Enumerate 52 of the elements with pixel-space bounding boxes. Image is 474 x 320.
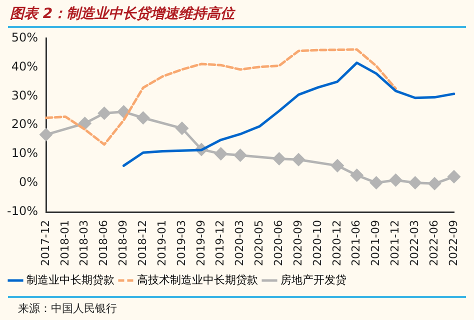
- point: [350, 168, 364, 182]
- x-tick-label: 2020-05: [252, 220, 266, 266]
- x-tick-label: 2020-06: [272, 220, 286, 266]
- x-tick-label: 2020-09: [291, 220, 304, 266]
- y-tick-label: 30%: [11, 88, 38, 102]
- x-tick-label: 2020-10: [310, 220, 324, 266]
- x-tick-label: 2020-03: [233, 220, 246, 266]
- x-tick-label: 2018-12: [136, 220, 150, 266]
- point: [214, 148, 228, 160]
- point: [136, 112, 150, 124]
- x-tick-label: 2019-01: [155, 220, 168, 266]
- x-tick-label: 2022-09: [446, 220, 460, 266]
- x-tick-label: 2018-03: [78, 220, 91, 266]
- point: [408, 176, 422, 190]
- point: [292, 153, 305, 166]
- point: [176, 122, 188, 135]
- x-tick-label: 2022-03: [408, 220, 421, 266]
- y-tick-label: -10%: [6, 204, 38, 218]
- line-series: [44, 48, 397, 146]
- legend-label: 制造业中长期贷款: [26, 273, 114, 286]
- x-tick-label: 2017-12: [38, 220, 52, 266]
- x-tick-label: 2021-12: [388, 220, 402, 266]
- x-tick-label: 2022-06: [427, 220, 440, 266]
- x-tick-label: 2019-09: [194, 220, 208, 266]
- point: [389, 174, 402, 186]
- point: [331, 159, 344, 172]
- y-tick-label: 40%: [11, 59, 38, 74]
- x-tick-label: 2021-09: [369, 220, 382, 266]
- x-tick-label: 2019-12: [214, 220, 227, 266]
- point: [234, 149, 247, 162]
- y-tick-label: 20%: [11, 117, 38, 132]
- point: [78, 117, 92, 130]
- point: [428, 177, 441, 190]
- x-tick-label: 2018-01: [58, 220, 72, 266]
- x-tick-label: 2019-03: [174, 220, 188, 266]
- y-tick-label: 10%: [11, 146, 38, 160]
- legend-label: 高技术制造业中长期贷款: [137, 273, 258, 286]
- legend-label: 房地产开发贷: [280, 273, 346, 286]
- source-note: 来源：中国人民银行: [8, 296, 466, 316]
- y-tick-label: 50%: [11, 30, 38, 44]
- x-tick-label: 2018-06: [97, 220, 110, 266]
- point: [272, 152, 286, 165]
- x-tick-label: 2018-09: [116, 220, 130, 266]
- point: [448, 170, 460, 183]
- point: [117, 106, 130, 118]
- y-tick-label: 0%: [18, 175, 38, 190]
- point: [98, 106, 111, 120]
- x-tick-label: 2021-06: [350, 220, 363, 266]
- point: [370, 176, 383, 190]
- point: [40, 128, 52, 141]
- x-tick-label: 2020-12: [330, 220, 344, 266]
- chart-title: 图表 2：制造业中长贷增速维持高位: [8, 4, 466, 28]
